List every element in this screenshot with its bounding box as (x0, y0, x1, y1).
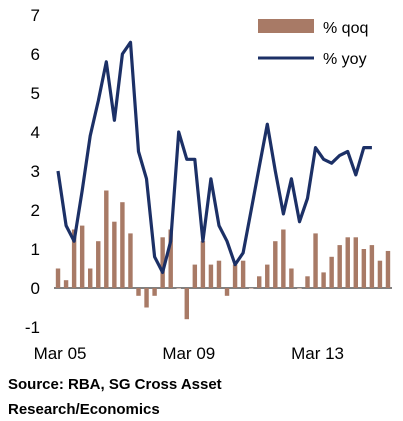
qoq-bar (136, 288, 141, 296)
qoq-bar (208, 264, 214, 288)
qoq-bar (329, 256, 334, 288)
qoq-bar (232, 264, 238, 288)
x-tick-label: Mar 05 (34, 344, 87, 363)
qoq-bar (289, 268, 294, 288)
qoq-bar (345, 237, 350, 288)
qoq-bar (96, 241, 101, 288)
qoq-bar (184, 288, 189, 320)
yoy-line (56, 40, 372, 274)
y-axis: -1 0 1 2 3 4 5 6 7 (25, 6, 40, 337)
qoq-bar (240, 260, 246, 288)
qoq-bar (88, 268, 93, 288)
qoq-bar (144, 288, 149, 308)
x-axis: Mar 05 Mar 09 Mar 13 (34, 287, 392, 363)
qoq-bar (369, 245, 375, 288)
qoq-bar (377, 260, 383, 288)
qoq-bar (224, 288, 230, 296)
qoq-bar (79, 225, 85, 288)
legend-qoq-swatch (258, 19, 314, 33)
qoq-bar (385, 250, 391, 288)
x-tick-label: Mar 09 (162, 344, 215, 363)
qoq-bar (63, 280, 69, 288)
y-tick-label: 2 (31, 201, 40, 220)
legend-qoq-label: % qoq (323, 20, 368, 37)
qoq-bar (104, 190, 109, 288)
y-tick-label: 6 (31, 45, 40, 64)
qoq-bar (353, 237, 358, 288)
qoq-bar (120, 202, 125, 288)
qoq-bar (305, 276, 310, 288)
qoq-bar (152, 288, 157, 296)
y-tick-label: 1 (31, 240, 40, 259)
qoq-bar (112, 221, 117, 288)
y-tick-label: 3 (31, 162, 40, 181)
qoq-bar (55, 268, 61, 288)
y-tick-label: 5 (31, 84, 40, 103)
source-note-line-2: Research/Economics (8, 401, 160, 418)
qoq-bar (281, 229, 286, 288)
qoq-bar (216, 260, 222, 288)
legend-yoy-label: % yoy (323, 51, 367, 68)
qoq-bar (297, 288, 302, 289)
qoq-bar (361, 249, 367, 288)
qoq-bar (200, 241, 206, 288)
y-tick-label: 4 (31, 123, 40, 142)
qoq-bar (265, 264, 270, 288)
qoq-bar (321, 272, 326, 288)
qoq-bar (176, 288, 181, 289)
qoq-bar (313, 233, 318, 288)
qoq-bars (55, 190, 391, 320)
qoq-bar (257, 276, 262, 288)
qoq-bar (160, 237, 165, 288)
qoq-bar (168, 229, 173, 288)
x-tick-label: Mar 13 (291, 344, 344, 363)
qoq-bar (273, 241, 278, 288)
qoq-bar (192, 264, 198, 288)
qoq-bar (248, 288, 254, 289)
qoq-bar (337, 245, 342, 288)
yoy-line-group (56, 40, 372, 274)
y-tick-label: 0 (31, 279, 40, 298)
y-tick-label: 7 (31, 6, 40, 25)
qoq-bar (128, 233, 133, 288)
source-note-line-1: Source: RBA, SG Cross Asset (8, 376, 222, 393)
qoq-bar (71, 229, 77, 288)
legend: % qoq % yoy (258, 19, 368, 68)
y-tick-label: -1 (25, 318, 40, 337)
